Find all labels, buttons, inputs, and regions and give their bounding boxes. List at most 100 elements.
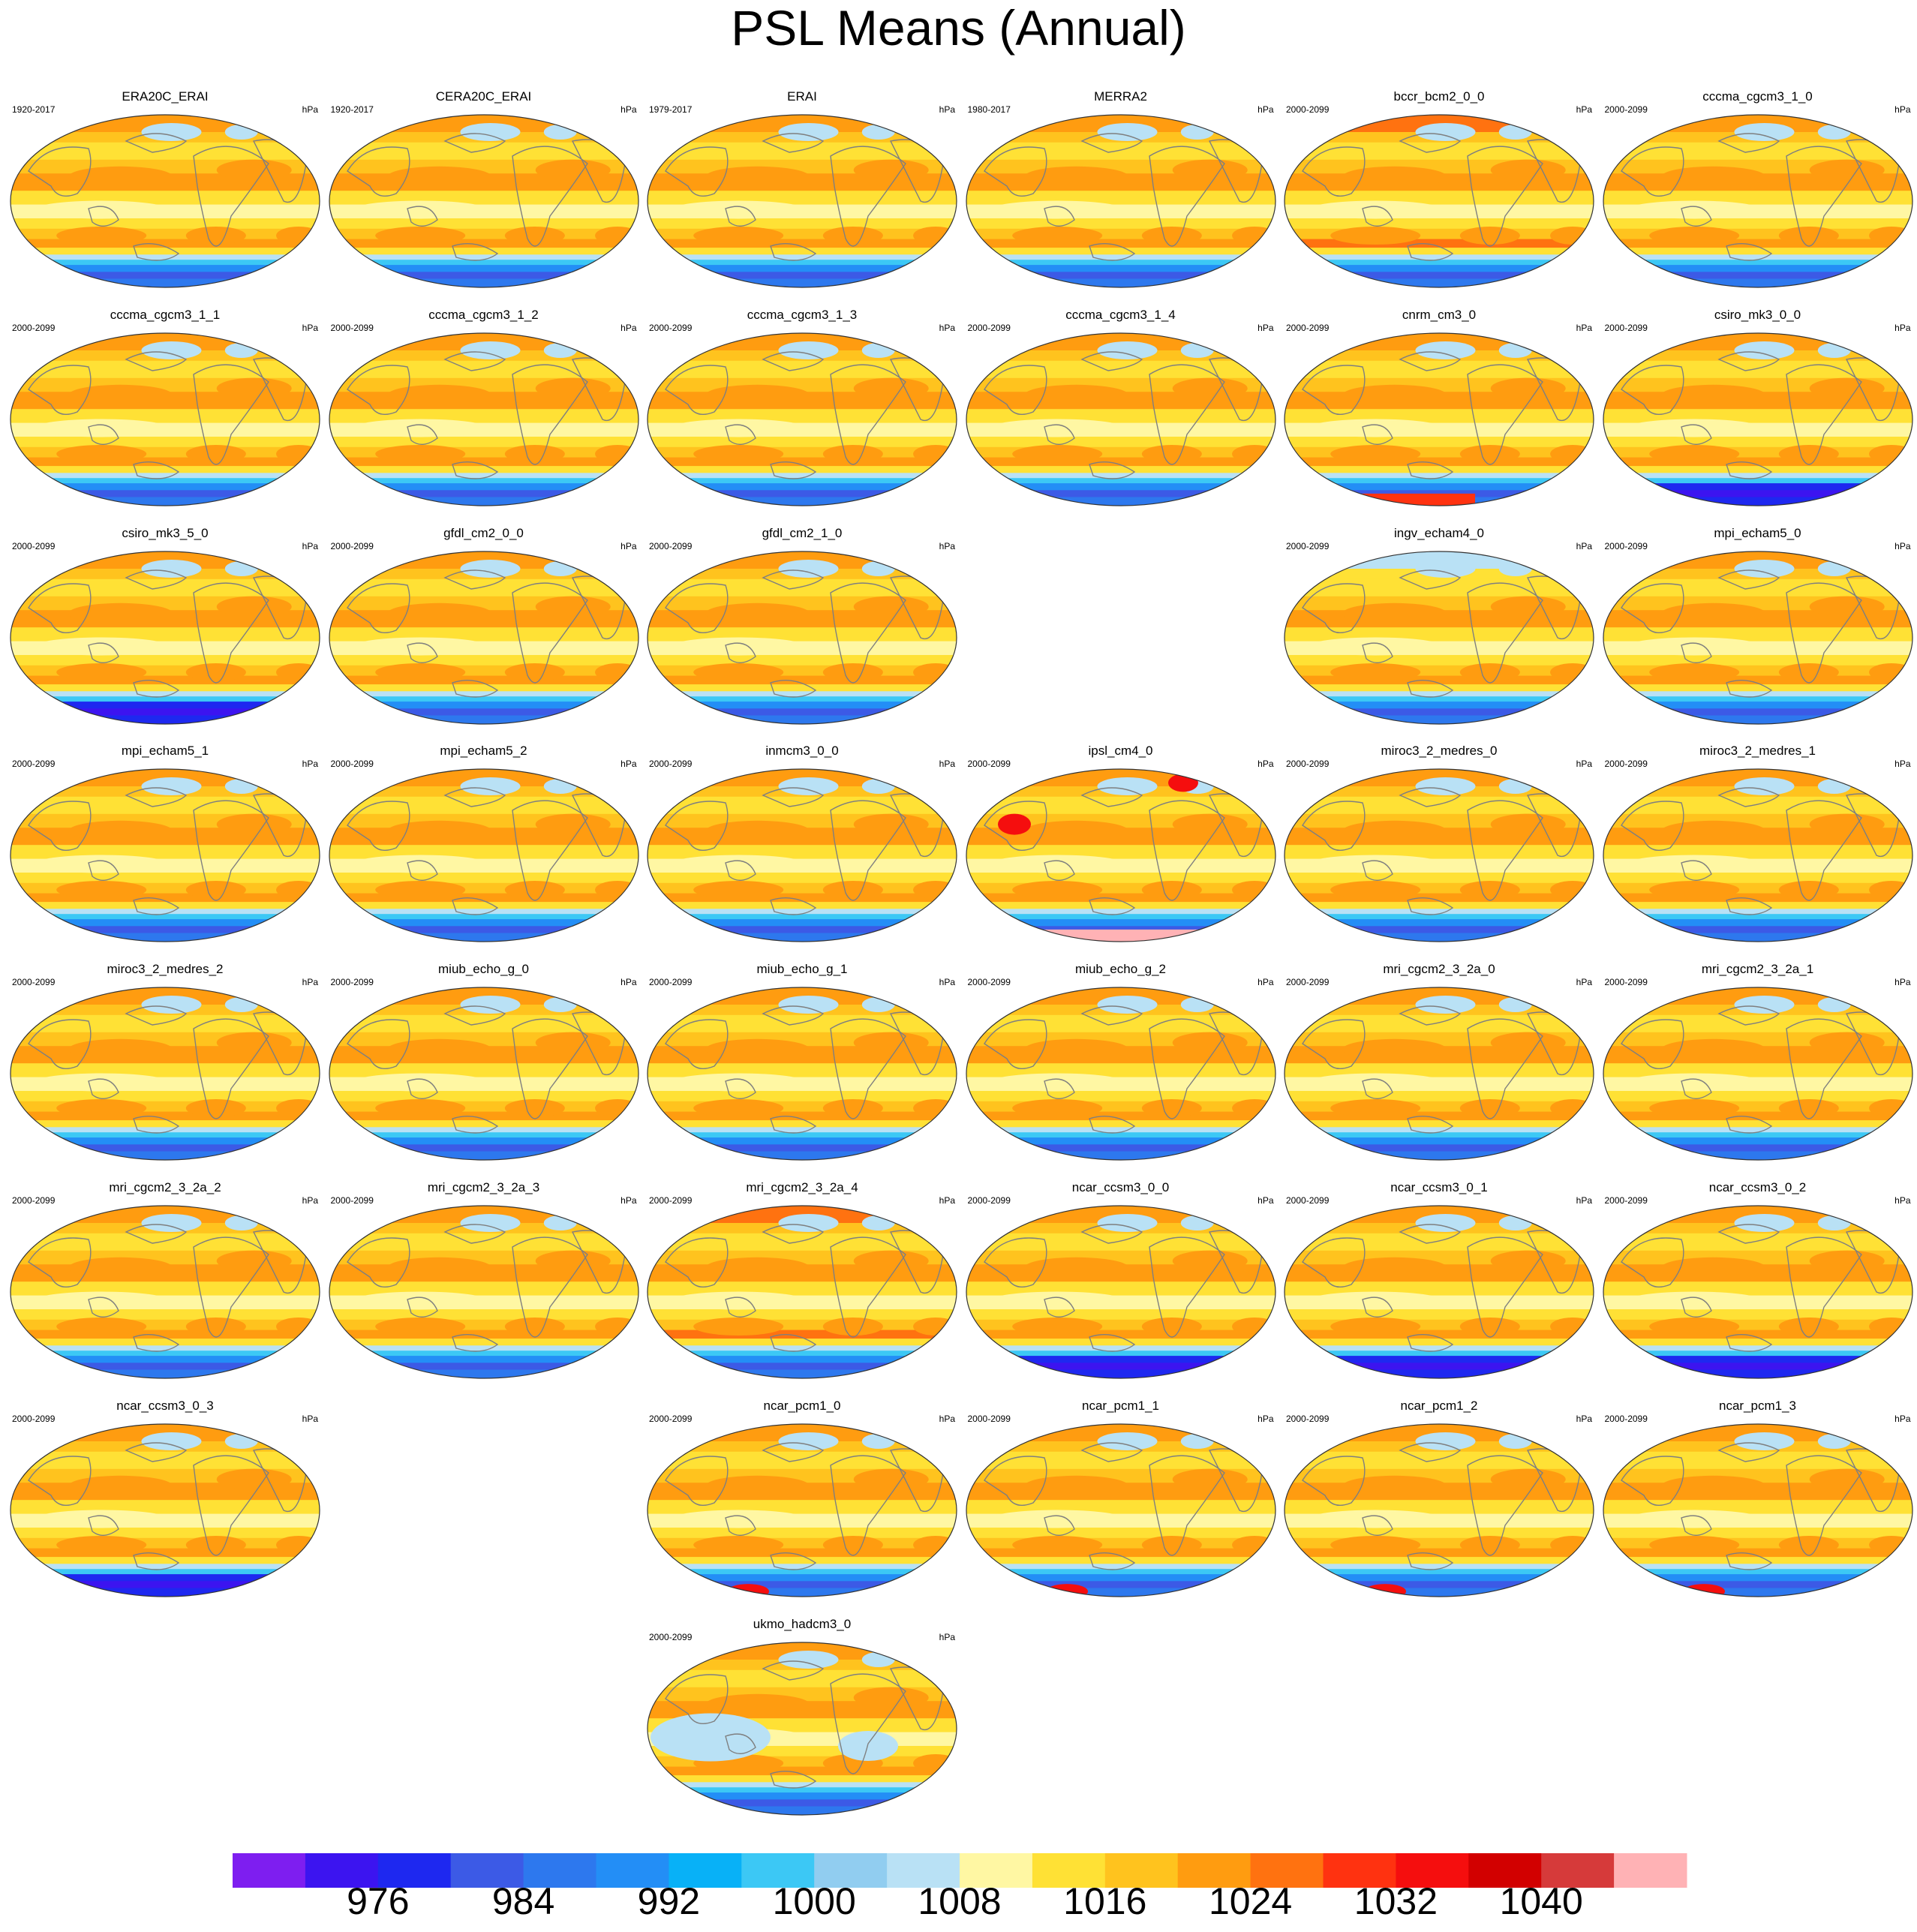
psl-map [328,1205,639,1379]
coastline [511,146,588,247]
coastline [665,365,729,415]
coastline [511,1236,588,1338]
coastline [193,364,269,465]
map-outline [965,332,1276,506]
psl-band [329,715,638,724]
panel-period: 2000-2099 [649,540,693,551]
panel-period: 2000-2099 [649,1631,693,1642]
psl-band [966,482,1275,491]
coastline [983,146,1047,197]
pressure-cell [352,1291,488,1310]
coastline [665,1456,729,1506]
psl-map [10,332,320,506]
psl-band [648,902,957,910]
coastline [443,787,506,808]
map-panel: ncar_pcm1_1 2000-2099 hPa [962,1398,1280,1600]
pressure-cell [778,777,839,796]
panel-units: hPa [302,1413,318,1424]
psl-band [1285,909,1594,915]
coastline [125,1442,188,1462]
psl-band [11,482,320,491]
psl-band [11,715,320,724]
coastline [1620,146,1684,197]
psl-band [648,1144,957,1152]
map-panel: ERAI 1979-2017 hPa [643,89,961,291]
map-outline [328,1205,639,1379]
psl-band [1603,797,1912,815]
colorbar-tick-label: 1024 [1208,1880,1293,1922]
psl-band [329,654,638,666]
map-panel: MERRA2 1980-2017 hPa [962,89,1280,291]
coastline [88,206,119,227]
panel-units: hPa [1576,104,1592,115]
pressure-cell [1733,123,1794,141]
panel-title: csiro_mk3_0_0 [1714,307,1801,322]
psl-band [11,1345,320,1351]
psl-band [1603,1564,1912,1570]
coastline [88,1078,119,1100]
psl-band [1285,1345,1594,1351]
psl-map [647,114,957,288]
panel-title: mri_cgcm2_3_2a_3 [427,1180,540,1194]
coastline [1467,1455,1543,1556]
panel-period: 2000-2099 [649,759,693,770]
psl-band [966,1568,1275,1575]
pressure-cell [1342,602,1447,624]
map-outline [965,987,1276,1161]
psl-band [966,278,1275,287]
panel-title: mpi_echam5_2 [440,744,527,759]
psl-band [329,1132,638,1138]
psl-band [1285,1556,1594,1564]
pressure-cell [778,996,839,1014]
psl-map [647,1205,957,1379]
psl-band [966,1091,1275,1102]
psl-band [648,578,957,596]
coastline [1467,1018,1543,1119]
psl-map [1602,550,1913,725]
psl-band [648,1351,957,1357]
psl-map [647,550,957,725]
pressure-cell [141,559,202,578]
pressure-cell [352,200,488,219]
psl-map [1284,114,1594,288]
psl-band [1285,1137,1594,1145]
panel-units: hPa [1257,759,1274,770]
psl-band [1603,1369,1912,1378]
pressure-cell [853,159,929,181]
coastline [1785,146,1862,247]
pressure-cell [504,1318,565,1336]
coastline [725,1515,756,1536]
pressure-cell [705,384,810,406]
coastline [193,582,269,684]
coastline [1620,1237,1684,1287]
psl-band [1603,482,1912,491]
psl-map [965,332,1276,506]
coastline [443,569,506,590]
coastline [983,1237,1047,1287]
coastline [133,897,180,916]
pressure-cell [853,596,929,617]
map-panel: mri_cgcm2_3_2a_0 2000-2099 hPa [1280,961,1598,1164]
panel-period: 2000-2099 [1604,1413,1648,1424]
pressure-cell [68,384,173,406]
coastline [1302,1237,1366,1287]
psl-band [648,1527,957,1539]
colorbar-bin [1614,1853,1687,1888]
pressure-cell [1011,227,1102,245]
coastline [1725,1552,1772,1570]
psl-map [1602,1205,1913,1379]
coastline [762,569,825,590]
coastline [983,1019,1047,1070]
colorbar-bin [741,1853,815,1888]
coastline [770,1116,817,1134]
coastline [1043,860,1075,882]
pressure-cell [705,166,810,188]
map-panel: miroc3_2_medres_2 2000-2099 hPa [6,961,324,1164]
coastline [125,569,188,590]
psl-band [11,272,320,279]
pressure-cell [68,1038,173,1060]
panel-period: 2000-2099 [12,540,56,551]
psl-map [1284,987,1594,1161]
panel-title: mri_cgcm2_3_2a_4 [746,1180,858,1194]
